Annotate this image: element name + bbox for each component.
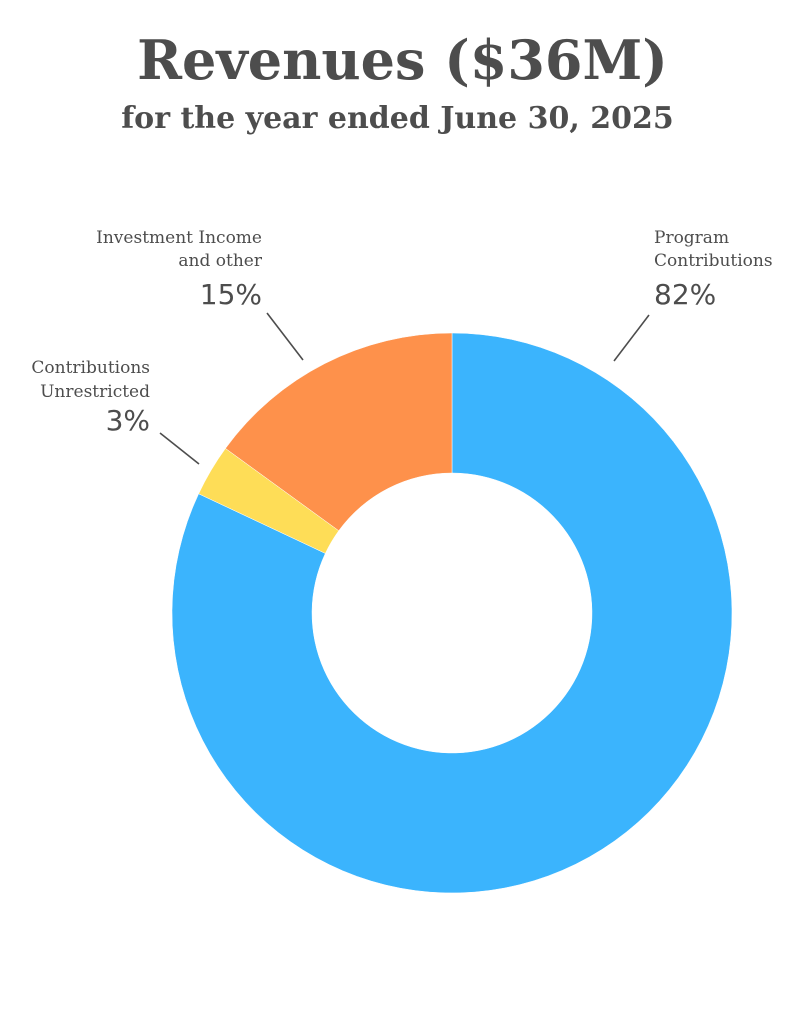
label-program-contributions-line1: Program	[654, 228, 729, 248]
leader-line-program-contributions	[613, 314, 650, 362]
slice-program-contributions	[171, 332, 733, 894]
label-program-contributions: Program Contributions 82%	[613, 228, 773, 362]
label-contributions-unrestricted-line1: Contributions	[31, 358, 150, 378]
value-program-contributions: 82%	[654, 278, 716, 311]
label-investment-income-line1: Investment Income	[96, 228, 262, 248]
value-investment-income: 15%	[200, 278, 262, 311]
chart-title: Revenues ($36M)	[137, 28, 668, 92]
slice-investment-income-and-other	[225, 332, 453, 532]
value-contributions-unrestricted: 3%	[106, 404, 150, 437]
label-investment-income-line2: and other	[178, 251, 262, 271]
label-contributions-unrestricted: Contributions Unrestricted 3%	[31, 358, 200, 465]
label-program-contributions-line2: Contributions	[654, 251, 773, 271]
leader-line-investment-income	[266, 312, 304, 361]
leader-line-contributions-unrestricted	[159, 432, 200, 465]
label-investment-income: Investment Income and other 15%	[96, 228, 304, 361]
label-contributions-unrestricted-line2: Unrestricted	[40, 382, 150, 402]
donut-slices	[171, 332, 733, 894]
chart-subtitle: for the year ended June 30, 2025	[121, 101, 674, 136]
